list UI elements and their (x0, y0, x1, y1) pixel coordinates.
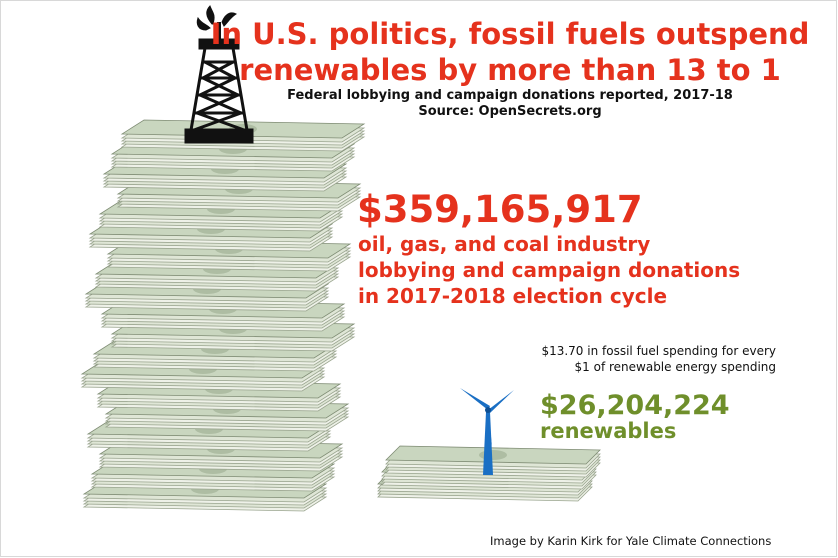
bill-bundle (385, 445, 601, 478)
renewable-money-stack (377, 445, 601, 502)
credit: Image by Karin Kirk for Yale Climate Con… (490, 534, 771, 548)
ratio-note: $1 of renewable energy spending (575, 360, 776, 374)
title-line: In U.S. politics, fossil fuels outspend (211, 17, 810, 51)
subtitle: Federal lobbying and campaign donations … (287, 88, 733, 103)
bill-bundle (82, 479, 328, 512)
source: Source: OpenSecrets.org (418, 104, 601, 119)
fossil-description: oil, gas, and coal industry (358, 232, 650, 256)
fossil-description: in 2017-2018 election cycle (358, 284, 667, 308)
bill-seal (479, 450, 507, 460)
ratio-note: $13.70 in fossil fuel spending for every (541, 344, 776, 358)
renewables-label: renewables (540, 419, 676, 443)
fossil-amount: $359,165,917 (357, 188, 643, 231)
oil-derrick-icon (184, 5, 254, 144)
fossil-description: lobbying and campaign donations (358, 258, 740, 282)
renewables-amount: $26,204,224 (540, 390, 730, 421)
title-line: renewables by more than 13 to 1 (239, 53, 781, 87)
wind-turbine-icon (460, 388, 514, 475)
fossil-money-stack (80, 119, 366, 512)
